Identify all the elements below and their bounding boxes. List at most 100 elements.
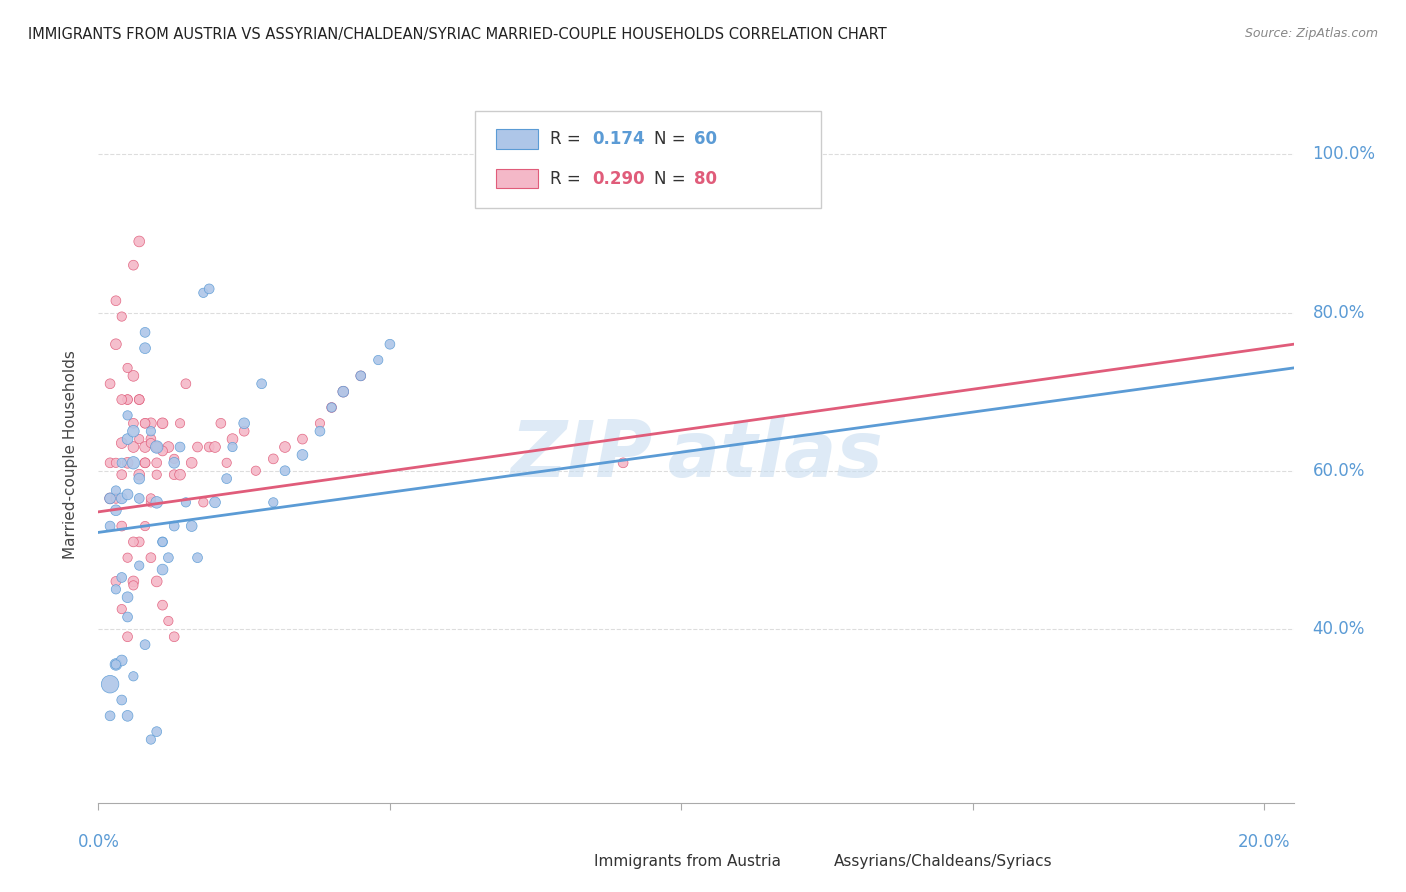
- Text: Assyrians/Chaldeans/Syriacs: Assyrians/Chaldeans/Syriacs: [834, 854, 1052, 869]
- Point: [128, 534, 150, 549]
- Point: [128, 472, 150, 486]
- Point: [221, 440, 243, 454]
- Point: [157, 550, 180, 565]
- Text: IMMIGRANTS FROM AUSTRIA VS ASSYRIAN/CHALDEAN/SYRIAC MARRIED-COUPLE HOUSEHOLDS CO: IMMIGRANTS FROM AUSTRIA VS ASSYRIAN/CHAL…: [28, 27, 887, 42]
- Point: [128, 235, 150, 249]
- Point: [262, 451, 284, 466]
- Point: [122, 258, 145, 272]
- Point: [186, 550, 208, 565]
- Point: [134, 519, 156, 533]
- FancyBboxPatch shape: [496, 169, 538, 188]
- Point: [104, 657, 127, 672]
- Point: [111, 456, 134, 470]
- Point: [233, 417, 256, 431]
- Point: [111, 392, 134, 407]
- Text: 60.0%: 60.0%: [1312, 462, 1365, 480]
- Point: [98, 677, 121, 691]
- Point: [98, 376, 121, 391]
- Point: [122, 578, 145, 592]
- Point: [98, 456, 121, 470]
- Text: ZIP atlas: ZIP atlas: [509, 417, 883, 493]
- Point: [174, 376, 197, 391]
- Point: [332, 384, 354, 399]
- Point: [204, 440, 226, 454]
- Point: [157, 614, 180, 628]
- Point: [117, 487, 139, 501]
- Point: [111, 653, 134, 667]
- Point: [193, 285, 215, 300]
- Point: [221, 432, 243, 446]
- Point: [139, 417, 162, 431]
- Point: [321, 401, 343, 415]
- Point: [104, 574, 127, 589]
- Text: 100.0%: 100.0%: [1312, 145, 1375, 163]
- Point: [98, 708, 121, 723]
- Text: R =: R =: [550, 130, 586, 148]
- Point: [180, 456, 202, 470]
- Point: [98, 519, 121, 533]
- Point: [332, 384, 354, 399]
- Point: [262, 495, 284, 509]
- Point: [209, 417, 232, 431]
- Point: [117, 432, 139, 446]
- Text: R =: R =: [550, 169, 586, 187]
- Text: N =: N =: [654, 169, 690, 187]
- Point: [350, 368, 373, 383]
- Point: [122, 534, 145, 549]
- Point: [233, 424, 256, 438]
- FancyBboxPatch shape: [553, 853, 586, 871]
- Point: [134, 638, 156, 652]
- Point: [117, 409, 139, 423]
- Point: [378, 337, 401, 351]
- Point: [152, 417, 174, 431]
- Point: [111, 310, 134, 324]
- Point: [117, 708, 139, 723]
- Text: 80.0%: 80.0%: [1312, 303, 1365, 322]
- Point: [163, 467, 186, 482]
- Point: [145, 467, 167, 482]
- Point: [117, 550, 139, 565]
- Point: [134, 456, 156, 470]
- Point: [309, 424, 332, 438]
- Point: [612, 456, 634, 470]
- Point: [321, 401, 343, 415]
- Point: [157, 440, 180, 454]
- Point: [134, 417, 156, 431]
- Point: [145, 574, 167, 589]
- Point: [145, 495, 167, 509]
- Point: [117, 630, 139, 644]
- Point: [111, 467, 134, 482]
- Point: [198, 440, 221, 454]
- Point: [128, 392, 150, 407]
- Point: [180, 519, 202, 533]
- Text: 0.290: 0.290: [592, 169, 644, 187]
- Point: [111, 519, 134, 533]
- Point: [152, 563, 174, 577]
- Point: [104, 503, 127, 517]
- Point: [139, 436, 162, 450]
- Point: [139, 495, 162, 509]
- Point: [274, 464, 297, 478]
- Point: [128, 392, 150, 407]
- Point: [122, 417, 145, 431]
- Point: [134, 417, 156, 431]
- Point: [122, 368, 145, 383]
- Point: [198, 282, 221, 296]
- Point: [145, 440, 167, 454]
- Point: [104, 491, 127, 506]
- Text: Source: ZipAtlas.com: Source: ZipAtlas.com: [1244, 27, 1378, 40]
- FancyBboxPatch shape: [475, 111, 821, 208]
- Point: [117, 591, 139, 605]
- Point: [134, 456, 156, 470]
- Text: 40.0%: 40.0%: [1312, 620, 1365, 638]
- Point: [134, 326, 156, 340]
- Point: [169, 467, 191, 482]
- Point: [111, 602, 134, 616]
- Point: [117, 456, 139, 470]
- Point: [145, 440, 167, 454]
- Point: [104, 456, 127, 470]
- Point: [128, 432, 150, 446]
- Point: [111, 693, 134, 707]
- Point: [117, 361, 139, 376]
- Point: [111, 436, 134, 450]
